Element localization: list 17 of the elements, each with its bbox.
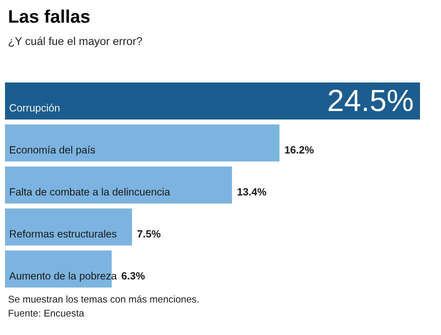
data-label: 16.2% bbox=[285, 146, 314, 154]
data-label: 24.5% bbox=[328, 90, 413, 112]
y-tick-label: Economía del país bbox=[10, 146, 96, 156]
data-label: 6.3% bbox=[122, 272, 145, 280]
bar bbox=[5, 82, 420, 120]
data-label: 7.5% bbox=[137, 230, 160, 238]
chart-subtitle: ¿Y cuál fue el mayor error? bbox=[8, 36, 142, 48]
source-note: Fuente: Encuesta bbox=[8, 310, 84, 317]
bar bbox=[5, 166, 232, 204]
y-tick-label: Reformas estructurales bbox=[10, 230, 116, 238]
y-tick-label: Corrupción bbox=[10, 104, 60, 114]
y-tick-label: Falta de combate a la delincuencia bbox=[10, 188, 170, 196]
bar bbox=[5, 208, 132, 246]
chart-title: Las fallas bbox=[9, 10, 90, 23]
annotation: Se muestran los temas con más menciones. bbox=[8, 295, 198, 303]
data-label: 13.4% bbox=[238, 188, 266, 196]
bar bbox=[5, 124, 280, 162]
